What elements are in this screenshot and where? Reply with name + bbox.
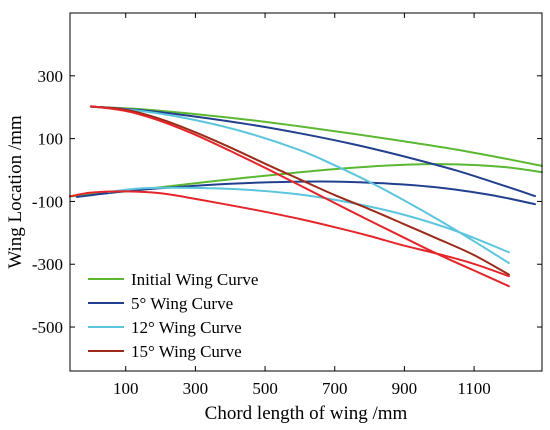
y-tick-label: 300 bbox=[38, 67, 64, 86]
series-line-2 bbox=[89, 105, 510, 264]
y-axis-title: Wing Location /mm bbox=[5, 115, 26, 269]
legend-label: Initial Wing Curve bbox=[131, 270, 258, 289]
y-tick-label: -500 bbox=[32, 318, 63, 337]
series-line-1 bbox=[89, 105, 536, 198]
y-tick-label: -300 bbox=[32, 255, 63, 274]
legend: Initial Wing Curve 5° Wing Curve 12° Wing … bbox=[88, 270, 258, 361]
x-tick-label: 900 bbox=[392, 379, 418, 398]
series-line-2 bbox=[107, 186, 510, 254]
legend-label: 12° Wing Curve bbox=[131, 318, 242, 337]
plot-frame bbox=[69, 12, 543, 372]
legend-label: 15° Wing Curve bbox=[131, 342, 242, 361]
x-tick-label: 100 bbox=[113, 379, 139, 398]
series-line-3 bbox=[89, 105, 510, 276]
x-tick-label: 500 bbox=[252, 379, 278, 398]
series-line-4 bbox=[69, 190, 510, 278]
y-tick-label: -100 bbox=[32, 192, 63, 211]
x-tick-label: 700 bbox=[322, 379, 348, 398]
x-tick-label: 300 bbox=[183, 379, 209, 398]
curves-layer bbox=[69, 105, 543, 288]
ticks-layer: 100 300 500 700 900 1100 300 100 -100 -300 -500 bbox=[32, 13, 542, 398]
x-tick-label: 1100 bbox=[457, 379, 490, 398]
series-line-0 bbox=[89, 105, 543, 167]
y-tick-label: 100 bbox=[38, 130, 64, 149]
x-axis-title: Chord length of wing /mm bbox=[205, 403, 408, 424]
legend-label: 5° Wing Curve bbox=[131, 294, 233, 313]
